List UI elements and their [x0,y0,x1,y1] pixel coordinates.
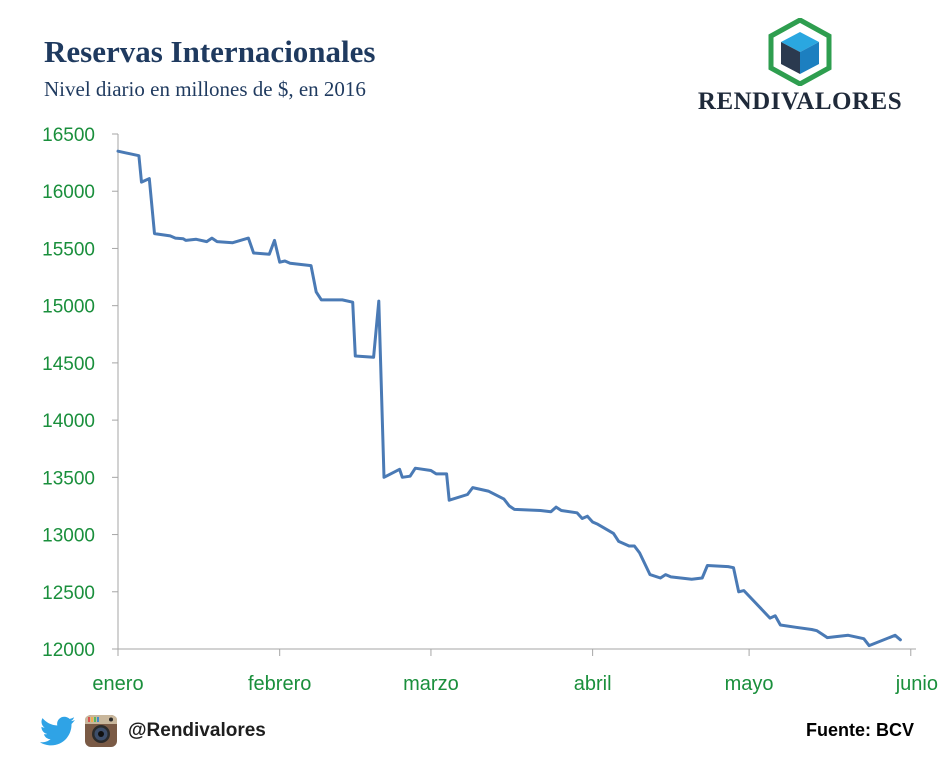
twitter-handle[interactable]: @Rendivalores [128,720,266,741]
x-tick-label: enero [92,673,143,695]
page-title: Reservas Internacionales [44,34,376,69]
y-tick-label: 14000 [42,411,95,432]
twitter-bird-icon[interactable] [40,716,76,746]
brand-logo: RENDIVALORES [680,18,920,128]
social-footer: @Rendivalores [40,714,266,748]
series-line [116,149,902,648]
y-tick-label: 16500 [42,125,95,146]
hexagon-cube-icon [768,18,832,86]
series-group [116,149,902,648]
data-source: Fuente: BCV [806,720,914,740]
x-tick-label: mayo [725,673,774,695]
x-tick-label: junio [895,673,938,695]
y-tick-label: 15500 [42,239,95,260]
y-tick-label: 12000 [42,640,95,661]
y-axis: 12000 12500 13000 13500 14000 14500 15000 15500… [42,125,119,661]
y-tick-label: 12500 [42,583,95,604]
x-tick-label: marzo [403,673,459,695]
y-tick-label: 13000 [42,526,95,547]
brand-name: RENDIVALORES [697,88,903,115]
x-axis: enero febrero marzo abril mayo junio [92,648,938,695]
x-tick-label: febrero [248,673,311,695]
y-tick-label: 15000 [42,297,95,318]
x-tick-label: abril [574,673,612,695]
y-tick-label: 13500 [42,468,95,489]
page-subtitle: Nivel diario en millones de $, en 2016 [44,77,366,101]
y-tick-label: 16000 [42,182,95,203]
y-tick-label: 14500 [42,354,95,375]
instagram-camera-icon[interactable] [84,714,118,748]
